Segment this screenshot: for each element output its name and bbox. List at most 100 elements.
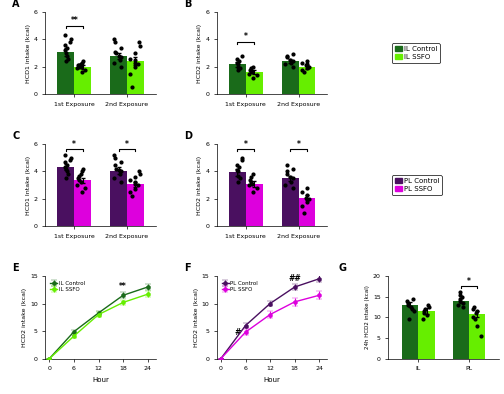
Point <box>456 289 464 296</box>
Point <box>61 42 69 48</box>
Point <box>289 64 297 70</box>
Point <box>78 69 86 76</box>
Bar <box>127 61 144 95</box>
Y-axis label: HCD2 intake (kcal): HCD2 intake (kcal) <box>194 288 199 347</box>
Point <box>234 173 242 179</box>
Text: E: E <box>12 263 19 273</box>
Point <box>128 193 136 199</box>
Point <box>471 316 479 322</box>
Point <box>477 333 485 339</box>
Point <box>60 152 69 158</box>
Bar <box>282 61 298 95</box>
Point <box>134 61 142 67</box>
Text: G: G <box>339 263 347 273</box>
X-axis label: Hour: Hour <box>264 377 281 383</box>
Point <box>75 177 83 183</box>
Point <box>117 45 125 51</box>
Point <box>298 59 306 66</box>
Point <box>232 167 240 173</box>
Bar <box>57 167 74 227</box>
Bar <box>246 72 263 95</box>
Point <box>237 53 245 59</box>
Point <box>237 157 245 164</box>
Point <box>131 174 139 180</box>
Point <box>64 56 72 62</box>
Point <box>253 185 261 191</box>
Point <box>78 59 86 66</box>
Point <box>289 175 297 182</box>
Point <box>456 292 464 298</box>
Point <box>302 194 310 201</box>
Point <box>473 308 481 314</box>
Point <box>75 62 83 69</box>
Point <box>234 64 242 70</box>
Point <box>459 300 467 306</box>
Text: **: ** <box>119 282 127 291</box>
Point <box>469 314 477 320</box>
Point <box>234 179 242 186</box>
Point <box>298 203 306 209</box>
Point <box>64 171 72 177</box>
Point <box>234 61 242 67</box>
Point <box>111 154 119 161</box>
Point <box>62 165 71 172</box>
Point <box>233 56 241 62</box>
Point <box>424 302 432 308</box>
Point <box>117 179 125 186</box>
Y-axis label: HCD1 Intake (kcal): HCD1 Intake (kcal) <box>26 156 31 215</box>
Text: F: F <box>183 263 191 273</box>
Point <box>67 36 75 43</box>
Bar <box>298 67 316 95</box>
Point <box>248 69 256 76</box>
Bar <box>246 184 263 227</box>
Point <box>63 168 71 175</box>
Point <box>79 165 87 172</box>
Point <box>77 171 85 177</box>
Point <box>287 179 295 186</box>
Point <box>246 177 254 183</box>
Text: #: # <box>234 327 240 336</box>
Point <box>131 50 139 56</box>
Bar <box>110 171 127 227</box>
Y-axis label: HCD2 intake (kcal): HCD2 intake (kcal) <box>22 288 27 347</box>
Point <box>62 58 71 65</box>
Bar <box>110 56 127 95</box>
Point <box>419 310 427 316</box>
Point <box>127 189 135 195</box>
Point <box>75 64 83 70</box>
Point <box>283 54 291 60</box>
Point <box>136 43 144 49</box>
Point <box>111 39 119 45</box>
Point <box>303 61 311 67</box>
Text: *: * <box>73 140 76 149</box>
Point <box>79 58 87 65</box>
Point <box>246 67 254 73</box>
Point <box>283 53 291 59</box>
Point <box>110 152 118 158</box>
Point <box>131 64 139 70</box>
Point <box>117 64 125 70</box>
Point <box>283 168 291 175</box>
Text: B: B <box>183 0 191 9</box>
Point <box>136 171 144 177</box>
Point <box>117 159 125 165</box>
Point <box>111 162 119 168</box>
Point <box>114 167 122 173</box>
Point <box>112 50 120 56</box>
Bar <box>229 64 246 95</box>
Text: *: * <box>244 140 248 149</box>
Point <box>303 185 311 191</box>
Bar <box>74 180 91 227</box>
Point <box>74 182 82 188</box>
Point <box>454 302 462 308</box>
Bar <box>469 314 485 359</box>
Point <box>128 84 136 91</box>
Point <box>61 164 69 171</box>
Point <box>76 62 84 69</box>
Point <box>289 58 297 65</box>
Point <box>248 64 257 70</box>
Point <box>110 36 118 43</box>
Point <box>302 199 310 205</box>
Point <box>405 316 413 322</box>
Point <box>232 59 240 66</box>
